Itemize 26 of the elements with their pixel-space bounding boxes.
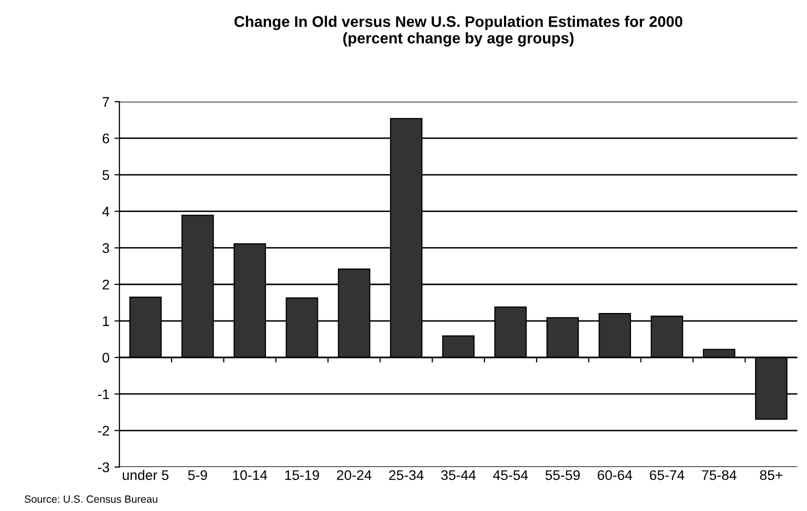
y-tick-label: 3 xyxy=(102,243,110,254)
x-tick-label: 85+ xyxy=(760,470,782,480)
y-tick-label: 6 xyxy=(102,134,110,144)
x-tick-label: 25-34 xyxy=(389,470,424,480)
y-tick-label: -3 xyxy=(98,462,110,472)
source-note: Source: U.S. Census Bureau xyxy=(24,495,158,503)
y-tick-label: 4 xyxy=(102,206,110,216)
x-tick-label: 60-64 xyxy=(598,470,632,480)
x-tick-label: 45-54 xyxy=(493,470,528,480)
x-tick-label: 35-44 xyxy=(441,470,476,480)
y-tick-label: 5 xyxy=(102,170,110,180)
y-tick-label: -2 xyxy=(98,426,110,436)
y-tick-label: 1 xyxy=(103,316,110,326)
x-tick-label: 20-24 xyxy=(337,470,372,480)
y-tick-label: 2 xyxy=(102,280,110,290)
y-tick-label: -1 xyxy=(98,389,110,400)
x-tick-label: 5-9 xyxy=(188,470,208,480)
x-tick-label: 10-14 xyxy=(233,470,268,480)
chart-title: Change In Old versus New U.S. Population Estimates for 2000 (percent change by age groups) xyxy=(234,16,682,47)
y-tick-label: 7 xyxy=(102,97,110,107)
x-tick-label: 55-59 xyxy=(545,470,580,480)
x-tick-label: under 5 xyxy=(122,470,168,480)
x-tick-label: 75-84 xyxy=(702,470,736,480)
x-tick-label: 65-74 xyxy=(650,470,684,480)
y-tick-label: 0 xyxy=(102,352,110,363)
x-tick-label: 15-19 xyxy=(285,470,320,480)
